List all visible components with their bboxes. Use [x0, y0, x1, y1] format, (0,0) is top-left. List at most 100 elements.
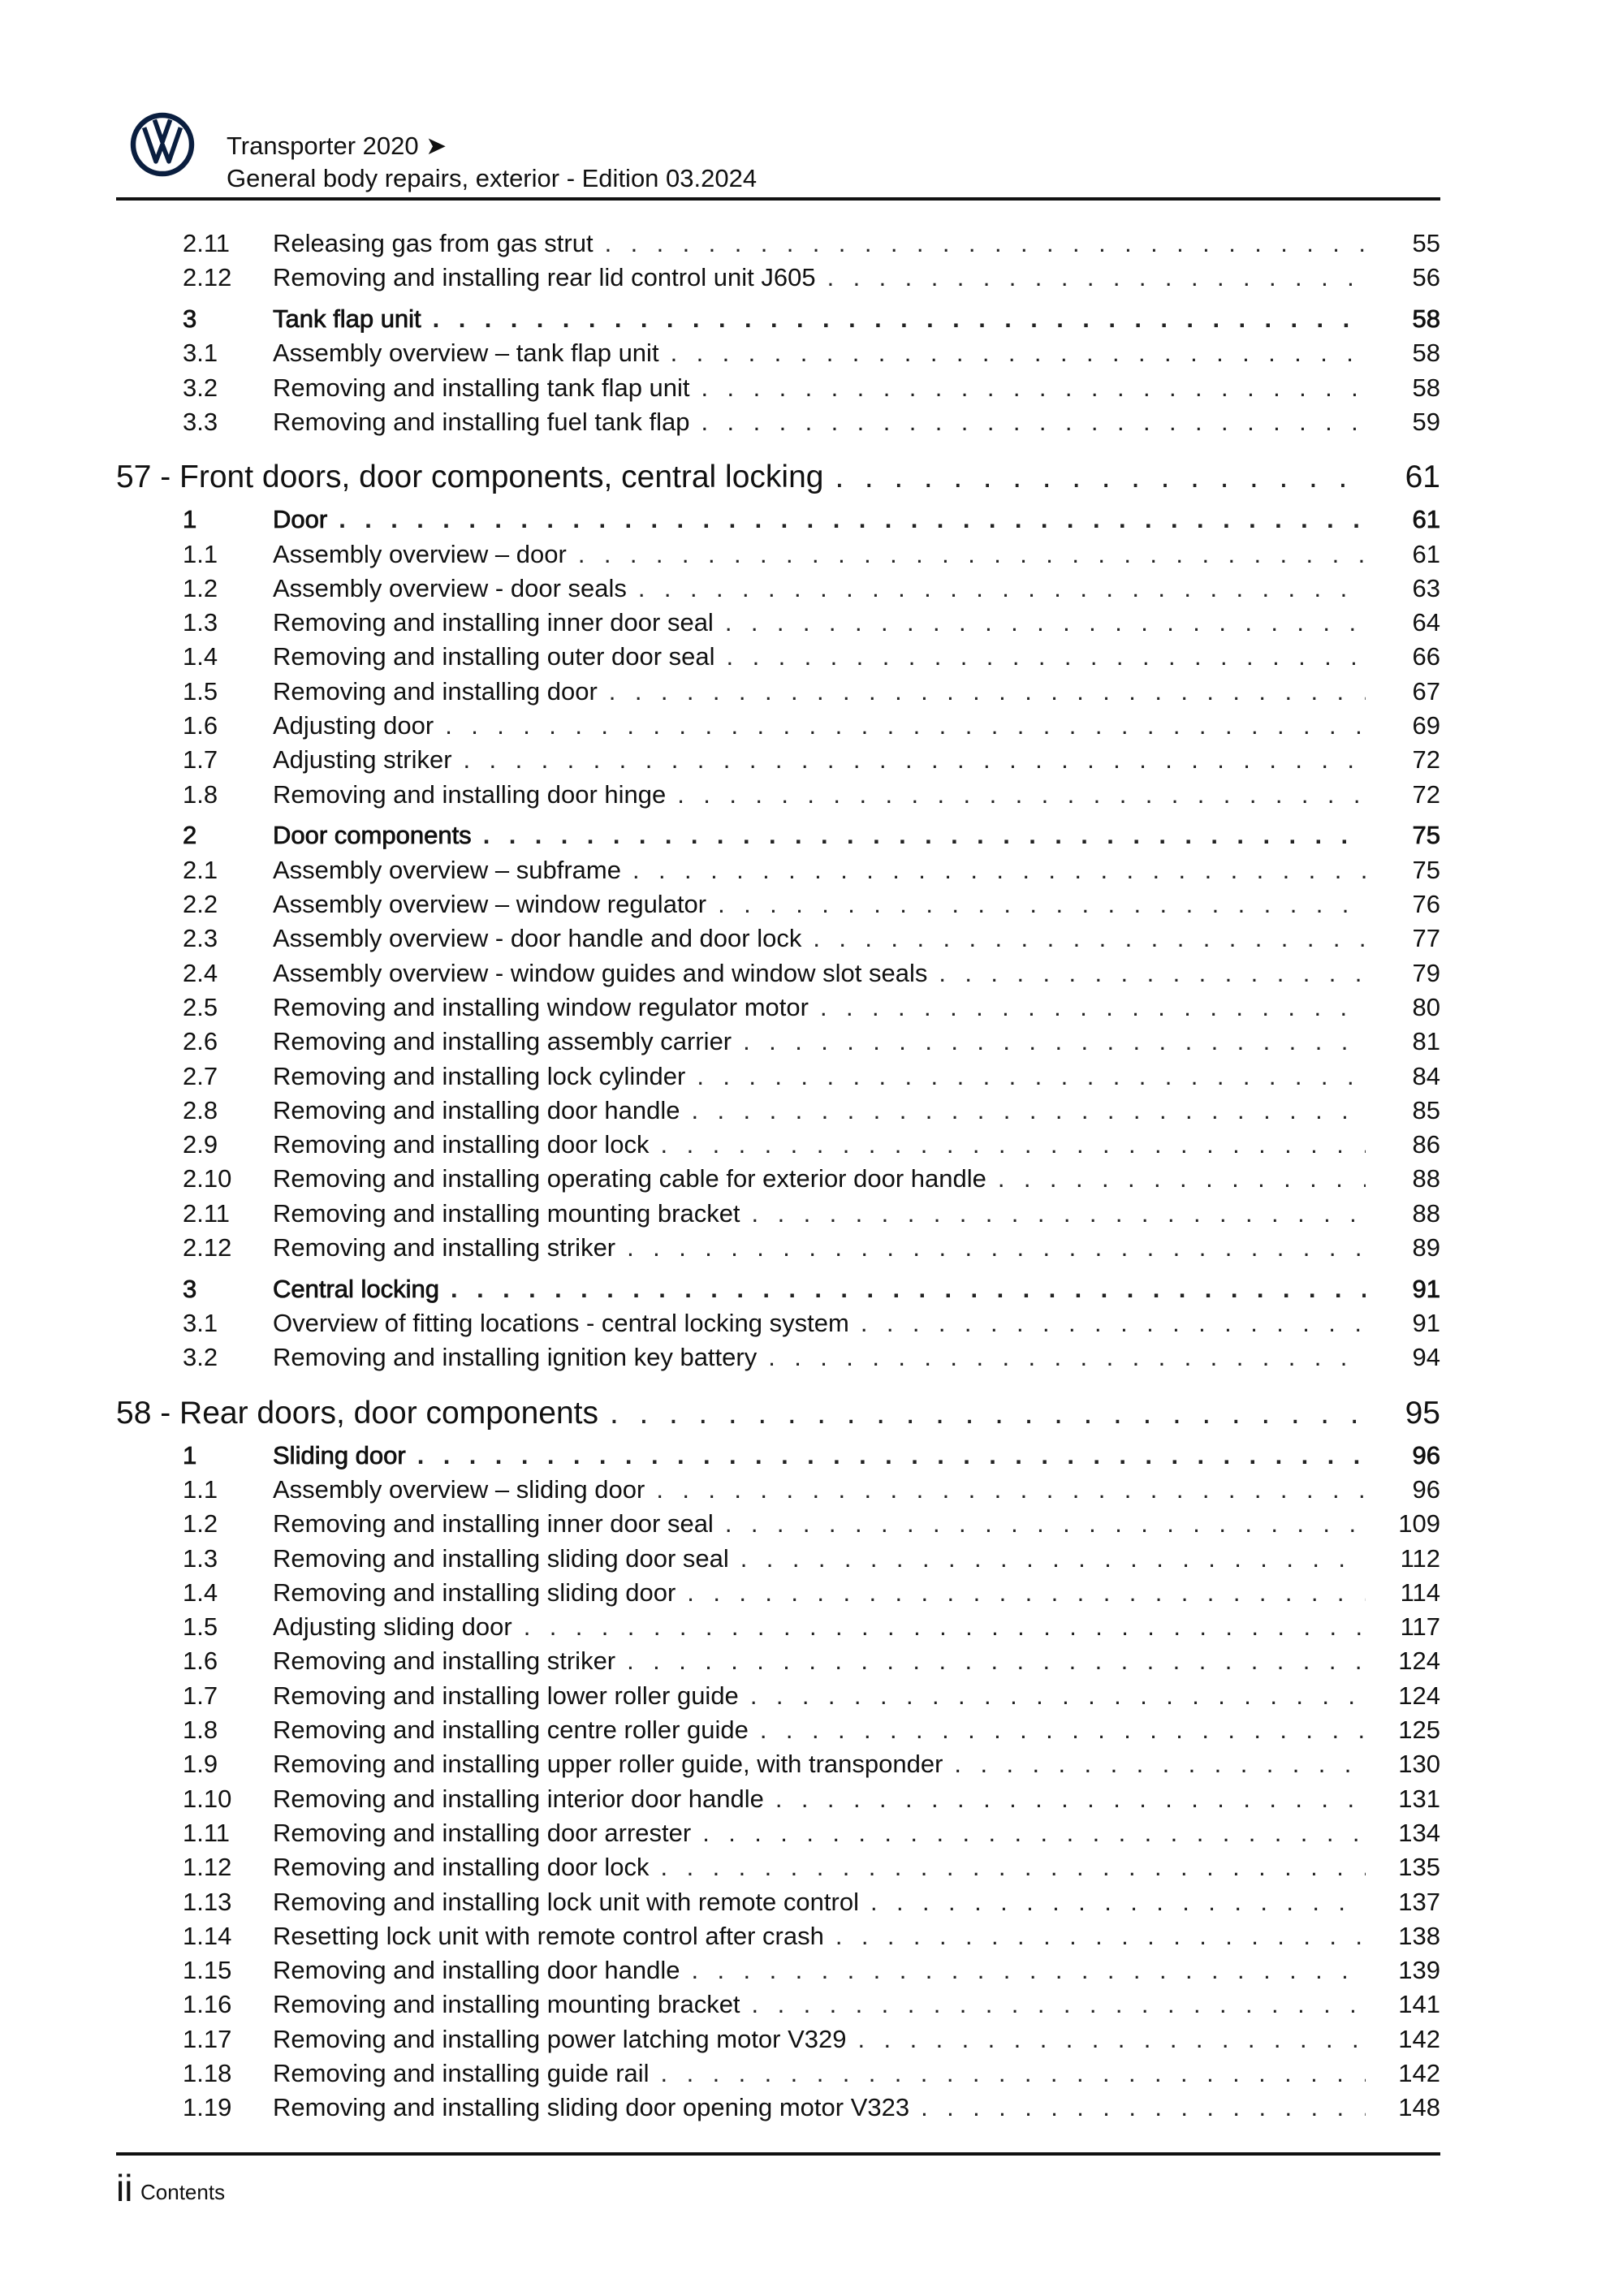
- toc-number: 1.15: [183, 1956, 232, 1985]
- dot-leader: . . . . . . . . . . . . . . . . . . . . …: [604, 229, 1366, 257]
- toc-entry[interactable]: 1.6 Removing and installing striker . . . …: [116, 1644, 1440, 1678]
- toc-entry[interactable]: 1.2 Removing and installing inner door se…: [116, 1507, 1440, 1541]
- toc-entry[interactable]: 1.7 Removing and installing lower roller …: [116, 1679, 1440, 1713]
- toc-number: 1.8: [183, 1716, 218, 1745]
- toc-section[interactable]: 1 Door . . . . . . . . . . . . . . . . . .…: [116, 503, 1441, 537]
- toc-title: Releasing gas from gas strut: [273, 229, 594, 257]
- toc-entry[interactable]: 1.14 Resetting lock unit with remote cont…: [116, 1919, 1440, 1953]
- toc-entry[interactable]: 1.4 Removing and installing sliding door.…: [116, 1576, 1440, 1610]
- toc-chapter[interactable]: 57 - Front doors, door components, centr…: [116, 459, 1440, 496]
- toc-entry[interactable]: 1.13 Removing and installing lock unit wi…: [116, 1885, 1440, 1919]
- toc-entry[interactable]: 1.2 Assembly overview - door seals . . . .…: [116, 572, 1440, 606]
- toc-number: 2.11: [183, 1198, 231, 1228]
- toc-title: Removing and installing door arrester: [273, 1818, 692, 1847]
- toc-title: Assembly overview - window guides and wi…: [273, 958, 928, 987]
- toc-section[interactable]: 1 Sliding door . . . . . . . . . . . . . .…: [116, 1439, 1441, 1473]
- toc-section[interactable]: 3 Central locking . . . . . . . . . . . . …: [116, 1272, 1441, 1306]
- toc-entry[interactable]: 2.9 Removing and installing door lock . . …: [116, 1128, 1440, 1162]
- toc-entry[interactable]: 2.12 Removing and installing rear lid con…: [116, 261, 1440, 295]
- dot-leader: . . . . . . . . . . . . . . . . . . . . …: [451, 1274, 1366, 1303]
- toc-entry[interactable]: 1.6 Adjusting door . . . . . . . . . . . .…: [116, 709, 1440, 743]
- dot-leader: . . . . . . . . . . . . . . . . . . . . …: [939, 958, 1366, 987]
- toc-entry[interactable]: 1.12 Removing and installing door lock . .…: [116, 1850, 1440, 1884]
- toc-entry[interactable]: 2.1 Assembly overview – subframe . . . . .…: [116, 853, 1440, 887]
- toc-page-number: 94: [1412, 1343, 1440, 1372]
- toc-section[interactable]: 3 Tank flap unit . . . . . . . . . . . . .…: [116, 302, 1441, 336]
- toc-page-number: 84: [1412, 1061, 1440, 1090]
- toc-entry[interactable]: 1.16 Removing and installing mounting bra…: [116, 1987, 1440, 2022]
- toc-entry[interactable]: 1.18 Removing and installing guide rail . …: [116, 2056, 1440, 2091]
- toc-page-number: 86: [1412, 1130, 1440, 1159]
- toc-title: Removing and installing window regulator…: [273, 992, 809, 1021]
- toc-entry[interactable]: 2.7 Removing and installing lock cylinder…: [116, 1060, 1440, 1094]
- toc-number: 1.3: [183, 608, 218, 637]
- toc-entry[interactable]: 1.10 Removing and installing interior doo…: [116, 1782, 1440, 1816]
- toc-entry[interactable]: 1.8 Removing and installing centre roller…: [116, 1713, 1440, 1747]
- toc-entry[interactable]: 1.5 Adjusting sliding door . . . . . . . .…: [116, 1610, 1440, 1644]
- toc-entry[interactable]: 1.17 Removing and installing power latchi…: [116, 2022, 1440, 2056]
- dot-leader: . . . . . . . . . . . . . . . . . . . . …: [417, 1440, 1366, 1470]
- toc-page-number: 58: [1412, 373, 1440, 402]
- dot-leader: . . . . . . . . . . . . . . . . . . . . …: [627, 1233, 1366, 1262]
- toc-entry[interactable]: 2.4 Assembly overview - window guides and…: [116, 956, 1440, 990]
- toc-entry[interactable]: 3.1 Overview of fitting locations - centr…: [116, 1306, 1440, 1340]
- dot-leader: . . . . . . . . . . . . . . . . . . . . …: [743, 1027, 1366, 1056]
- toc-entry[interactable]: 1.11 Removing and installing door arreste…: [116, 1816, 1440, 1850]
- toc-entry[interactable]: 2.2 Assembly overview – window regulator.…: [116, 887, 1440, 921]
- toc-title: Removing and installing lock unit with r…: [273, 1887, 859, 1916]
- toc-entry[interactable]: 2.11 Removing and installing mounting bra…: [116, 1197, 1440, 1231]
- toc-entry[interactable]: 1.1 Assembly overview – door . . . . . . .…: [116, 537, 1440, 572]
- toc-entry[interactable]: 2.11 Releasing gas from gas strut . . . . …: [116, 227, 1440, 261]
- toc-entry[interactable]: 2.3 Assembly overview - door handle and d…: [116, 921, 1440, 956]
- dot-leader: . . . . . . . . . . . . . . . . . . . . …: [870, 1887, 1366, 1916]
- toc-number: 2.3: [183, 924, 218, 953]
- dot-leader: . . . . . . . . . . . . . . . . . . . . …: [697, 1061, 1366, 1090]
- toc-page-number: 95: [1405, 1395, 1440, 1431]
- toc-entry[interactable]: 1.19 Removing and installing sliding door…: [116, 2091, 1440, 2125]
- toc-entry[interactable]: 2.10 Removing and installing operating ca…: [116, 1162, 1440, 1196]
- toc-title: Assembly overview – window regulator: [273, 890, 707, 919]
- toc-title: Removing and installing outer door seal: [273, 642, 715, 671]
- toc-page-number: 135: [1398, 1853, 1440, 1882]
- toc-entry[interactable]: 2.6 Removing and installing assembly carr…: [116, 1025, 1440, 1059]
- toc-number: 2.8: [183, 1095, 218, 1124]
- toc-entry[interactable]: 2.5 Removing and installing window regula…: [116, 990, 1440, 1025]
- toc-page-number: 96: [1412, 1475, 1440, 1504]
- toc-chapter[interactable]: 58 - Rear doors, door components . . . . …: [116, 1395, 1440, 1432]
- toc-entry[interactable]: 3.3 Removing and installing fuel tank fla…: [116, 405, 1440, 439]
- toc-page-number: 81: [1412, 1027, 1440, 1056]
- toc-entry[interactable]: 1.15 Removing and installing door handle.…: [116, 1953, 1440, 1987]
- dot-leader: . . . . . . . . . . . . . . . . . . . . …: [691, 1956, 1366, 1985]
- toc-entry[interactable]: 1.1 Assembly overview – sliding door . . .…: [116, 1473, 1440, 1507]
- toc-title: Removing and installing lock cylinder: [273, 1061, 686, 1090]
- toc-entry[interactable]: 3.2 Removing and installing tank flap uni…: [116, 371, 1440, 405]
- dot-leader: . . . . . . . . . . . . . . . . . . . . …: [751, 1198, 1366, 1228]
- toc-entry[interactable]: 1.5 Removing and installing door . . . . .…: [116, 675, 1440, 709]
- toc-entry[interactable]: 1.3 Removing and installing inner door se…: [116, 606, 1440, 640]
- toc-entry[interactable]: 3.1 Assembly overview – tank flap unit . .…: [116, 336, 1440, 370]
- toc-number: 1.1: [183, 539, 218, 568]
- dot-leader: . . . . . . . . . . . . . . . . . . . . …: [482, 821, 1366, 850]
- toc-title: Removing and installing sliding door ope…: [273, 2093, 910, 2122]
- dot-leader: . . . . . . . . . . . . . . . . . . . . …: [660, 2059, 1366, 2088]
- toc-entry[interactable]: 1.8 Removing and installing door hinge . .…: [116, 778, 1440, 812]
- toc-section[interactable]: 2 Door components . . . . . . . . . . . . …: [116, 818, 1441, 852]
- toc-entry[interactable]: 3.2 Removing and installing ignition key …: [116, 1340, 1440, 1375]
- toc-entry[interactable]: 1.7 Adjusting striker . . . . . . . . . . …: [116, 743, 1440, 777]
- toc-entry[interactable]: 1.3 Removing and installing sliding door …: [116, 1542, 1440, 1576]
- toc-title: Removing and installing door hinge: [273, 779, 667, 809]
- dot-leader: . . . . . . . . . . . . . . . . . . . . …: [768, 1343, 1366, 1372]
- toc-page-number: 139: [1398, 1956, 1440, 1985]
- toc-entry[interactable]: 2.12 Removing and installing striker . . .…: [116, 1231, 1440, 1265]
- toc-title: Removing and installing door lock: [273, 1130, 650, 1159]
- toc-page-number: 72: [1412, 779, 1440, 809]
- toc-page-number: 69: [1412, 711, 1440, 740]
- dot-leader: . . . . . . . . . . . . . . . . . . . . …: [724, 608, 1366, 637]
- toc-entry[interactable]: 2.8 Removing and installing door handle . …: [116, 1094, 1440, 1128]
- toc-entry[interactable]: 1.4 Removing and installing outer door se…: [116, 640, 1440, 674]
- toc-entry[interactable]: 1.9 Removing and installing upper roller …: [116, 1747, 1440, 1781]
- toc-page-number: 125: [1398, 1716, 1440, 1745]
- toc-page-number: 134: [1398, 1818, 1440, 1847]
- dot-leader: . . . . . . . . . . . . . . . . . . . . …: [702, 1818, 1366, 1847]
- toc-title: 58 - Rear doors, door components: [116, 1395, 598, 1431]
